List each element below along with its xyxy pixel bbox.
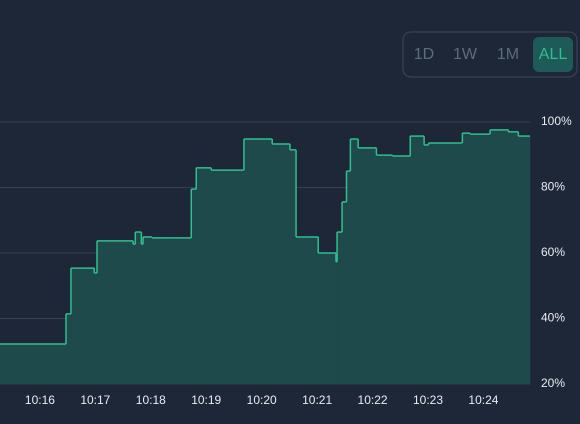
area-step bbox=[410, 135, 425, 385]
area-step bbox=[462, 132, 471, 385]
area-step bbox=[142, 236, 153, 385]
area-step bbox=[243, 138, 273, 385]
area-step bbox=[289, 149, 297, 385]
area-step bbox=[196, 167, 212, 385]
area-step bbox=[271, 143, 291, 385]
area-step bbox=[346, 170, 351, 385]
area-step bbox=[350, 138, 359, 385]
area-step bbox=[70, 267, 95, 385]
area-step bbox=[210, 169, 245, 385]
area-step bbox=[518, 135, 531, 385]
area-step bbox=[132, 243, 136, 385]
area-step bbox=[357, 147, 377, 385]
x-tick-label: 10:17 bbox=[80, 393, 110, 407]
range-button[interactable]: 1W bbox=[453, 46, 478, 63]
y-tick-label: 20% bbox=[541, 376, 565, 390]
area-step bbox=[508, 131, 519, 385]
y-tick-label: 80% bbox=[541, 180, 565, 194]
area-step bbox=[295, 236, 319, 385]
range-button[interactable]: 1D bbox=[414, 46, 434, 63]
x-tick-label: 10:21 bbox=[302, 393, 332, 407]
y-tick-label: 60% bbox=[541, 245, 565, 259]
y-tick-label: 40% bbox=[541, 311, 565, 325]
area-step bbox=[96, 240, 134, 385]
y-tick-label: 100% bbox=[541, 114, 572, 128]
area-step bbox=[428, 142, 463, 385]
area-step bbox=[376, 154, 393, 385]
area-step bbox=[489, 129, 509, 385]
area-step bbox=[93, 272, 98, 385]
area-step bbox=[317, 252, 337, 385]
area-step bbox=[0, 343, 67, 385]
x-tick-label: 10:16 bbox=[25, 393, 55, 407]
active-range-bg bbox=[533, 37, 573, 72]
area-step bbox=[392, 155, 411, 385]
x-tick-label: 10:19 bbox=[191, 393, 221, 407]
range-button[interactable]: 1M bbox=[497, 46, 519, 63]
area-step bbox=[469, 133, 491, 385]
x-tick-label: 10:22 bbox=[358, 393, 388, 407]
x-tick-label: 10:24 bbox=[468, 393, 498, 407]
area-step bbox=[135, 231, 142, 385]
range-selector bbox=[402, 31, 578, 78]
area-step bbox=[423, 144, 429, 385]
x-tick-label: 10:18 bbox=[136, 393, 166, 407]
x-tick-label: 10:20 bbox=[247, 393, 277, 407]
area-step bbox=[171, 237, 192, 385]
range-button[interactable]: ALL bbox=[539, 46, 568, 63]
x-tick-label: 10:23 bbox=[413, 393, 443, 407]
area-step bbox=[151, 237, 173, 385]
